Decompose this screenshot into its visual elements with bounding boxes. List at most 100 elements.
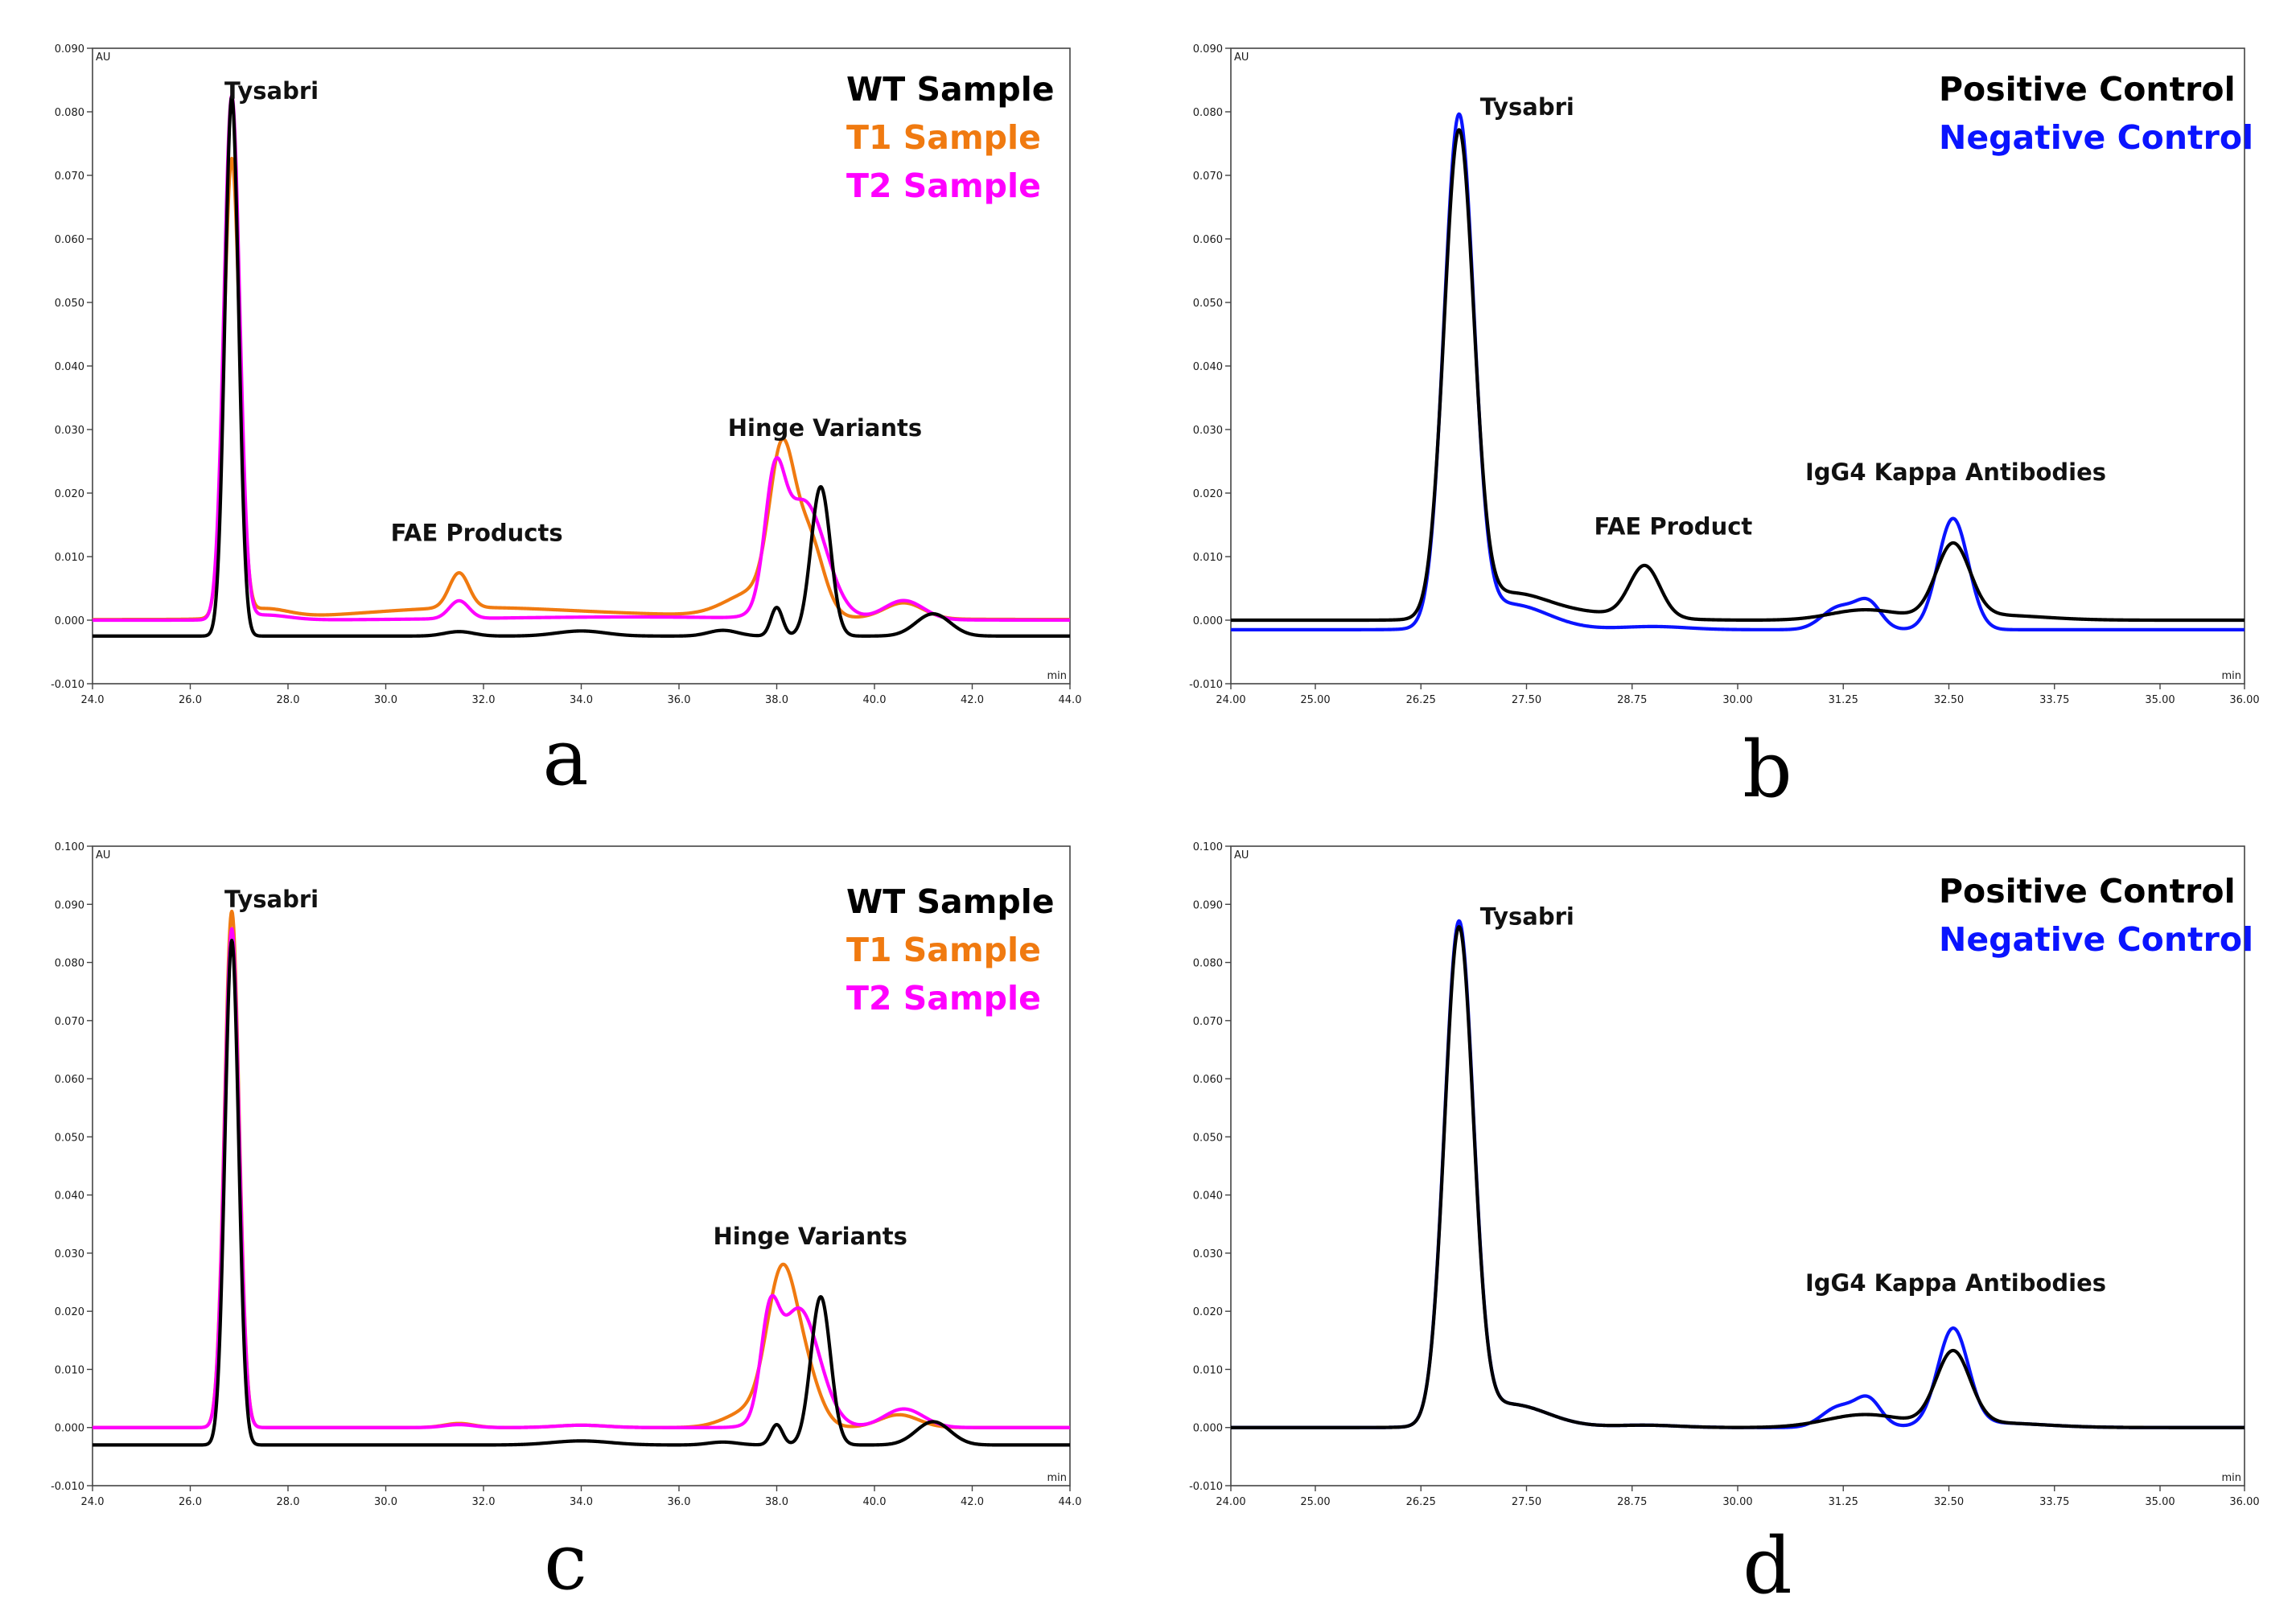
x-tick-label: 28.75 <box>1617 1496 1647 1508</box>
y-tick-label: 0.050 <box>55 298 84 310</box>
y-tick-label: 0.040 <box>1193 361 1223 373</box>
x-axis-label: min <box>2221 670 2241 682</box>
y-tick-label: 0.100 <box>1193 841 1223 853</box>
peak-annotation: Hinge Variants <box>714 1223 907 1250</box>
y-tick-label: 0.030 <box>55 1248 84 1260</box>
x-tick-label: 32.0 <box>472 1496 496 1508</box>
x-axis-label: min <box>1047 1472 1067 1484</box>
chart-panel-d: -0.010 0.000 0.010 0.020 0.030 0.040 0.050 0.06… <box>1189 841 2260 1611</box>
y-tick-label: 0.080 <box>55 958 84 970</box>
y-axis-label: AU <box>96 849 110 861</box>
y-tick-label: -0.010 <box>1189 679 1223 691</box>
y-tick-label: 0.040 <box>1193 1190 1223 1203</box>
x-tick-label: 25.00 <box>1300 1496 1330 1508</box>
legend-entry: Negative Control <box>1939 920 2253 959</box>
y-tick-label: 0.070 <box>1193 171 1223 183</box>
y-tick-label: 0.080 <box>1193 958 1223 970</box>
peak-annotation: Tysabri <box>224 886 319 913</box>
y-tick-label: 0.000 <box>55 1423 84 1435</box>
x-tick-label: 28.0 <box>277 694 300 706</box>
panel-label-d: d <box>1743 1521 1792 1611</box>
x-tick-label: 36.0 <box>668 694 691 706</box>
x-tick-label: 28.75 <box>1617 694 1647 706</box>
y-tick-label: 0.010 <box>1193 1364 1223 1376</box>
x-tick-label: 42.0 <box>961 694 984 706</box>
y-tick-label: 0.010 <box>1193 552 1223 564</box>
x-tick-label: 32.0 <box>472 694 496 706</box>
legend-entry: Positive Control <box>1939 70 2236 109</box>
y-axis-label: AU <box>96 51 110 64</box>
x-tick-label: 26.0 <box>179 1496 202 1508</box>
series-line-negative-control <box>1231 112 2245 631</box>
legend-entry: T1 Sample <box>846 118 1041 157</box>
y-tick-label: 0.020 <box>55 488 84 500</box>
peak-annotation: Hinge Variants <box>728 414 922 442</box>
y-tick-label: 0.000 <box>1193 615 1223 627</box>
y-tick-label: 0.080 <box>1193 107 1223 119</box>
plot-frame <box>1230 845 2245 1486</box>
x-tick-label: 42.0 <box>961 1496 984 1508</box>
y-tick-label: 0.040 <box>55 1190 84 1203</box>
peak-annotation: FAE Products <box>391 519 563 546</box>
legend-entry: T2 Sample <box>846 979 1041 1018</box>
x-tick-label: 34.0 <box>570 1496 593 1508</box>
chart-panel-b: -0.010 0.000 0.010 0.020 0.030 0.040 0.050 0.06… <box>1189 43 2260 815</box>
series-line-t2-sample <box>93 927 1070 1429</box>
y-tick-label: 0.070 <box>1193 1016 1223 1028</box>
legend-entry: Positive Control <box>1939 872 2236 911</box>
x-tick-label: 28.0 <box>277 1496 300 1508</box>
y-tick-label: 0.090 <box>55 43 84 56</box>
x-tick-label: 40.0 <box>863 1496 887 1508</box>
series-line-positive-control <box>1231 925 2245 1429</box>
x-tick-label: 26.25 <box>1406 1496 1436 1508</box>
y-tick-label: 0.050 <box>55 1132 84 1144</box>
y-tick-label: 0.040 <box>55 361 84 373</box>
y-tick-label: 0.020 <box>1193 488 1223 500</box>
legend-entry: T1 Sample <box>846 931 1041 969</box>
peak-annotation: Tysabri <box>1480 903 1574 931</box>
x-tick-label: 38.0 <box>765 1496 788 1508</box>
y-tick-label: 0.090 <box>55 899 84 911</box>
x-tick-label: 33.75 <box>2039 694 2069 706</box>
y-tick-label: 0.060 <box>55 234 84 246</box>
plot-frame <box>92 47 1071 685</box>
peak-annotation: FAE Product <box>1594 512 1753 540</box>
x-tick-label: 35.00 <box>2145 1496 2175 1508</box>
legend-entry: T2 Sample <box>846 167 1041 205</box>
x-tick-label: 24.00 <box>1216 694 1245 706</box>
x-tick-label: 31.25 <box>1829 1496 1858 1508</box>
x-tick-label: 36.00 <box>2229 1496 2259 1508</box>
y-tick-label: 0.050 <box>1193 298 1223 310</box>
x-tick-label: 25.00 <box>1300 694 1330 706</box>
y-tick-label: -0.010 <box>51 1481 84 1493</box>
x-tick-label: 44.0 <box>1059 1496 1082 1508</box>
legend-entry: WT Sample <box>846 882 1055 921</box>
series-line-t2-sample <box>93 93 1070 623</box>
x-tick-label: 44.0 <box>1059 694 1082 706</box>
x-tick-label: 32.50 <box>1934 694 1964 706</box>
series-line-wt-sample <box>93 94 1070 638</box>
y-tick-label: 0.080 <box>55 107 84 119</box>
y-tick-label: 0.030 <box>1193 1248 1223 1260</box>
y-tick-label: 0.010 <box>55 552 84 564</box>
peak-annotation: Tysabri <box>224 77 319 105</box>
y-tick-label: -0.010 <box>51 679 84 691</box>
y-tick-label: 0.060 <box>1193 1074 1223 1086</box>
y-tick-label: 0.070 <box>55 171 84 183</box>
x-tick-label: 31.25 <box>1829 694 1858 706</box>
y-tick-label: 0.100 <box>55 841 84 853</box>
y-tick-label: -0.010 <box>1189 1481 1223 1493</box>
x-tick-label: 32.50 <box>1934 1496 1964 1508</box>
x-tick-label: 27.50 <box>1512 1496 1541 1508</box>
x-tick-label: 30.0 <box>374 694 397 706</box>
peak-annotation: Tysabri <box>1480 93 1574 121</box>
y-tick-label: 0.000 <box>1193 1423 1223 1435</box>
plot-frame <box>92 845 1071 1486</box>
peak-annotation: IgG4 Kappa Antibodies <box>1805 1269 2106 1297</box>
y-tick-label: 0.060 <box>1193 234 1223 246</box>
y-tick-label: 0.020 <box>55 1306 84 1318</box>
panel-label-b: b <box>1743 725 1792 815</box>
panel-label-a: a <box>542 713 588 803</box>
peak-annotation: IgG4 Kappa Antibodies <box>1805 458 2106 486</box>
series-line-t1-sample <box>93 156 1070 622</box>
